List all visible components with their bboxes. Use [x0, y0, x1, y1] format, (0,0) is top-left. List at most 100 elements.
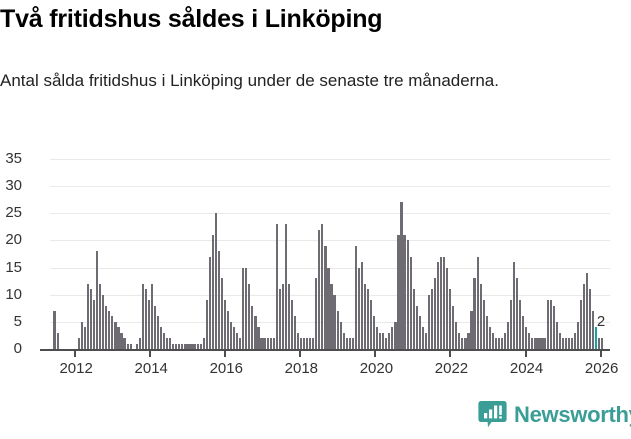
bar: [598, 338, 601, 349]
bar: [321, 224, 324, 349]
bar: [531, 338, 534, 349]
bar: [269, 338, 272, 349]
bar: [290, 300, 294, 349]
bar: [555, 321, 558, 349]
bar: [436, 262, 440, 349]
bar: [56, 332, 59, 349]
bar: [433, 278, 437, 349]
bar: [226, 311, 230, 349]
bar: [172, 343, 175, 349]
bar: [439, 256, 443, 349]
bar: [357, 267, 360, 349]
bar: [421, 327, 424, 349]
bar: [123, 338, 126, 349]
bar: [299, 338, 303, 349]
bar: [540, 338, 543, 349]
bar: [406, 240, 409, 349]
bar: [312, 338, 315, 349]
y-tick-label-10: 10: [5, 285, 22, 303]
bar: [53, 311, 56, 349]
bar: [506, 321, 510, 349]
bar: [284, 224, 287, 349]
bar: [251, 305, 254, 349]
x-tick-2018: [299, 349, 302, 357]
x-tick-label-2020: 2020: [359, 360, 394, 377]
x-tick-label-2012: 2012: [59, 360, 93, 377]
bar: [275, 224, 278, 349]
bar: [473, 278, 476, 349]
bar: [385, 338, 388, 349]
x-tick-label-2026: 2026: [584, 360, 619, 377]
bar: [163, 332, 166, 349]
bar: [373, 316, 376, 349]
bar: [287, 283, 290, 349]
bar: [306, 338, 309, 349]
bar: [476, 256, 479, 349]
bar: [336, 311, 339, 349]
bar: [242, 267, 245, 349]
y-tick-label-25: 25: [5, 204, 22, 222]
bar: [455, 321, 458, 349]
bar: [592, 311, 595, 349]
bar: [135, 343, 138, 349]
bar: [281, 283, 284, 349]
bar: [342, 332, 345, 349]
bar: [257, 327, 260, 349]
bar: [153, 305, 157, 349]
bar: [534, 338, 537, 349]
bar: [236, 332, 239, 349]
bar: [363, 283, 367, 349]
bar: [546, 300, 549, 349]
x-tick-label-2016: 2016: [209, 360, 243, 377]
bar: [427, 294, 430, 349]
bar: [239, 338, 242, 349]
bar: [80, 321, 84, 349]
bar: [549, 300, 552, 349]
bar: [156, 316, 160, 349]
bar: [464, 338, 467, 349]
bar: [159, 327, 163, 349]
bar: [443, 256, 446, 349]
bar: [595, 327, 598, 349]
bar: [488, 327, 491, 349]
bar: [360, 262, 364, 349]
bar: [86, 283, 90, 349]
bar: [586, 273, 589, 349]
bar: [391, 327, 394, 349]
bar: [400, 202, 403, 349]
x-tick-label-2024: 2024: [509, 360, 544, 377]
bar: [190, 343, 193, 349]
bar: [376, 327, 379, 349]
bar: [263, 338, 266, 349]
bar: [513, 262, 516, 349]
bar: [324, 245, 327, 349]
bar: [205, 300, 208, 349]
bar: [430, 289, 434, 349]
x-axis-line: [40, 349, 610, 351]
bar: [579, 300, 583, 349]
bar: [303, 338, 306, 349]
bar: [223, 300, 227, 349]
bar: [461, 338, 464, 349]
x-tick-2020: [374, 349, 377, 357]
bar: [260, 338, 263, 349]
bar: [446, 267, 449, 349]
bar: [537, 338, 540, 349]
bar: [330, 283, 333, 349]
bar: [211, 235, 214, 349]
bar: [166, 338, 169, 349]
bar: [129, 343, 132, 349]
bar: [217, 251, 220, 349]
bar-chart-bubble-icon: [478, 400, 507, 429]
bar: [558, 332, 561, 349]
bar: [485, 316, 488, 349]
y-tick-label-20: 20: [5, 231, 22, 249]
newsworthy-logo[interactable]: Newsworthy: [478, 400, 631, 429]
bar: [96, 251, 99, 349]
bar: [93, 300, 96, 349]
bar: [147, 300, 150, 349]
bar: [108, 311, 111, 349]
bar: [333, 294, 336, 349]
bar: [245, 267, 248, 349]
bar: [552, 305, 555, 349]
